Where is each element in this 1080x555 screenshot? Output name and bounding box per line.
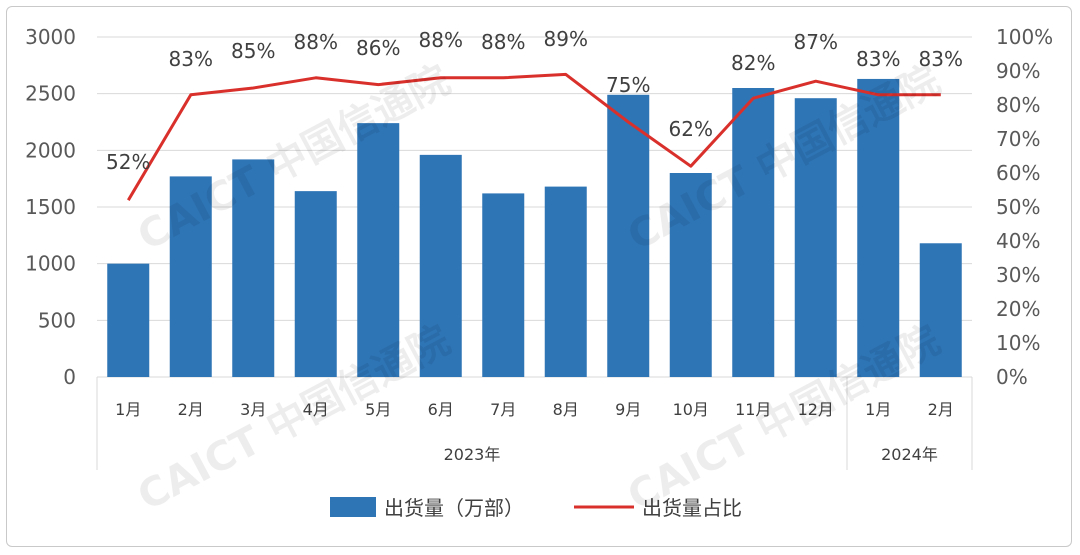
y-right-tick-label: 50%: [996, 195, 1040, 219]
y-right-tick-label: 40%: [996, 229, 1040, 253]
line-data-label: 62%: [669, 117, 713, 141]
line-data-label: 88%: [419, 28, 463, 52]
y-axis-right: 0% 10% 20% 30% 40% 50% 60% 70% 80% 90% 100%: [996, 25, 1053, 389]
bar: [544, 186, 587, 377]
y-left-tick-label: 3000: [25, 25, 76, 49]
y-right-tick-label: 70%: [996, 127, 1040, 151]
line-data-label: 88%: [481, 30, 525, 54]
legend: 出货量（万部） 出货量占比: [330, 496, 742, 520]
bar: [482, 193, 525, 377]
line-data-label: 87%: [794, 30, 838, 54]
x-tick-label: 2月: [928, 400, 954, 419]
line-data-labels: 52% 83% 85% 88% 86% 88% 88% 89% 75% 62% 82% 87% 83% 8…: [106, 27, 963, 174]
y-right-tick-label: 90%: [996, 59, 1040, 83]
legend-label-line: 出货量占比: [642, 496, 742, 520]
line-data-label: 83%: [919, 47, 963, 71]
bar: [357, 123, 400, 377]
x-tick-label: 10月: [673, 400, 709, 419]
bar: [857, 78, 900, 377]
y-right-tick-label: 60%: [996, 161, 1040, 185]
x-axis: 1月 2月 3月 4月 5月 6月 7月 8月 9月 10月 11月 12月 1月 2月 2023年 2024…: [96, 377, 973, 470]
y-right-tick-label: 10%: [996, 331, 1040, 355]
bar-series: [107, 78, 962, 378]
watermark-text: CAICT 中国信通院: [130, 57, 457, 260]
y-left-tick-label: 500: [38, 308, 76, 332]
bar: [794, 98, 837, 377]
x-tick-label: 5月: [365, 400, 391, 419]
line-data-label: 83%: [856, 47, 900, 71]
y-left-tick-label: 1500: [25, 195, 76, 219]
bar: [232, 159, 275, 377]
x-tick-label: 7月: [490, 400, 516, 419]
bar: [732, 88, 775, 377]
y-right-tick-label: 100%: [996, 25, 1053, 49]
x-tick-label: 6月: [428, 400, 454, 419]
y-right-tick-label: 20%: [996, 297, 1040, 321]
line-data-label: 89%: [544, 27, 588, 51]
line-series: [127, 72, 941, 201]
line-data-label: 52%: [106, 150, 150, 174]
watermark-text: CAICT 中国信通院: [620, 317, 947, 520]
line-path: [127, 72, 941, 201]
y-right-tick-label: 30%: [996, 263, 1040, 287]
line-data-label: 86%: [356, 36, 400, 60]
x-tick-label: 4月: [303, 400, 329, 419]
x-tick-label: 12月: [798, 400, 834, 419]
bar: [169, 176, 212, 377]
line-data-label: 88%: [294, 30, 338, 54]
bar: [607, 94, 650, 378]
y-left-tick-label: 2000: [25, 138, 76, 162]
line-data-label: 83%: [169, 47, 213, 71]
x-tick-label: 1月: [115, 400, 141, 419]
line-data-label: 75%: [606, 73, 650, 97]
x-tick-label: 11月: [735, 400, 771, 419]
bar: [107, 263, 150, 377]
line-data-label: 82%: [731, 51, 775, 75]
x-tick-label: 8月: [553, 400, 579, 419]
y-left-tick-label: 1000: [25, 252, 76, 276]
bar: [419, 154, 462, 377]
x-tick-label: 3月: [240, 400, 266, 419]
y-axis-left: 0 500 1000 1500 2000 2500 3000: [25, 25, 76, 389]
x-tick-label: 1月: [865, 400, 891, 419]
y-left-tick-label: 0: [63, 365, 76, 389]
bar: [919, 243, 962, 377]
legend-label-bar: 出货量（万部）: [384, 496, 524, 520]
x-group-label: 2024年: [881, 445, 938, 464]
legend-swatch-bar: [330, 497, 376, 517]
x-tick-label: 9月: [615, 400, 641, 419]
y-left-tick-label: 2500: [25, 82, 76, 106]
y-right-tick-label: 80%: [996, 93, 1040, 117]
bar: [669, 173, 712, 377]
bar: [294, 191, 337, 377]
x-group-label: 2023年: [444, 445, 501, 464]
line-data-label: 85%: [231, 39, 275, 63]
y-right-tick-label: 0%: [996, 365, 1028, 389]
x-tick-label: 2月: [178, 400, 204, 419]
